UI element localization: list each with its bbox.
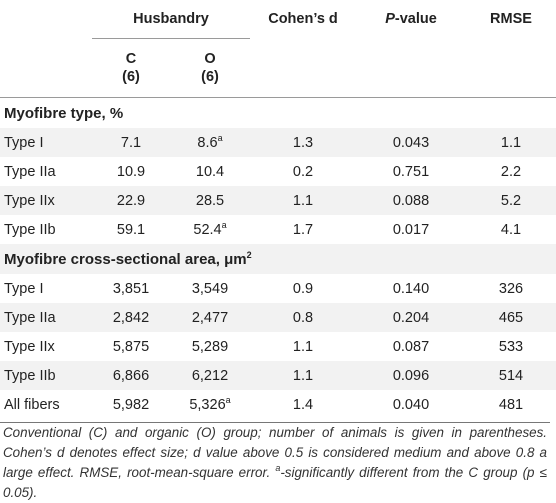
header-cohens-d: Cohen’s d xyxy=(268,11,338,28)
cell-rmse: 2.2 xyxy=(500,163,522,180)
cell-rmse: 481 xyxy=(498,396,524,413)
cell-p: 0.140 xyxy=(392,280,430,297)
cell-rmse: 326 xyxy=(498,280,524,297)
cell-c: 5,982 xyxy=(112,396,150,413)
cell-c: 5,875 xyxy=(112,338,150,355)
cell-o: 3,549 xyxy=(191,280,229,297)
cell-p: 0.040 xyxy=(392,396,430,413)
cell-c: 2,842 xyxy=(92,303,170,332)
cell-c: 6,866 xyxy=(92,361,170,390)
cell-d: 0.8 xyxy=(250,303,356,332)
cell-o: 5,326a xyxy=(189,394,231,413)
cell-c: 22.9 xyxy=(92,186,170,215)
cell-c: 7.1 xyxy=(92,128,170,157)
cell-rmse: 465 xyxy=(466,303,556,332)
table-row: Type I 7.1 8.6a 1.3 0.043 1.1 xyxy=(0,128,556,157)
cell-c: 3,851 xyxy=(112,280,150,297)
cell-rmse: 4.1 xyxy=(500,221,522,238)
table-row: Type IIb 6,866 6,212 1.1 0.096 514 xyxy=(0,361,556,390)
cell-d: 0.9 xyxy=(292,280,314,297)
header-n-o: (6) xyxy=(170,67,250,98)
cell-c: 59.1 xyxy=(116,221,146,238)
header-empty xyxy=(0,0,92,39)
table-row: Type IIx 22.9 28.5 1.1 0.088 5.2 xyxy=(0,186,556,215)
cell-p: 0.043 xyxy=(356,128,466,157)
cell-rmse: 1.1 xyxy=(466,128,556,157)
row-label: Type IIx xyxy=(0,186,92,215)
results-table: Husbandry Cohen’s d P-value RMSE C O (6)… xyxy=(0,0,556,419)
cell-p: 0.017 xyxy=(392,221,430,238)
cell-o: 6,212 xyxy=(170,361,250,390)
row-label: Type IIa xyxy=(4,163,56,180)
cell-d: 1.1 xyxy=(292,338,314,355)
cell-rmse: 514 xyxy=(466,361,556,390)
header-n-c: (6) xyxy=(92,67,170,98)
header-p-value: P-value xyxy=(385,11,437,28)
table-row: Type IIa 2,842 2,477 0.8 0.204 465 xyxy=(0,303,556,332)
section-title: Myofibre type, % xyxy=(0,97,556,128)
row-label: Type I xyxy=(0,128,92,157)
table-row: Type IIx 5,875 5,289 1.1 0.087 533 xyxy=(0,332,556,361)
cell-p: 0.751 xyxy=(392,163,430,180)
header-husbandry: Husbandry xyxy=(133,11,209,27)
cell-rmse: 5.2 xyxy=(466,186,556,215)
row-label: Type I xyxy=(4,280,44,297)
table-row: All fibers 5,982 5,326a 1.4 0.040 481 xyxy=(0,390,556,419)
cell-d: 1.1 xyxy=(250,186,356,215)
cell-o: 52.4a xyxy=(193,219,227,238)
cell-d: 1.4 xyxy=(292,396,314,413)
header-group-c: C xyxy=(125,51,137,67)
cell-d: 1.7 xyxy=(292,221,314,238)
cell-d: 1.3 xyxy=(250,128,356,157)
cell-c: 10.9 xyxy=(116,163,146,180)
cell-p: 0.087 xyxy=(392,338,430,355)
table-footnote: Conventional (C) and organic (O) group; … xyxy=(0,422,550,503)
cell-p: 0.204 xyxy=(356,303,466,332)
row-label: Type IIx xyxy=(4,338,55,355)
cell-o: 10.4 xyxy=(195,163,225,180)
row-label: Type IIb xyxy=(0,361,92,390)
cell-p: 0.096 xyxy=(356,361,466,390)
cell-o: 28.5 xyxy=(170,186,250,215)
cell-p: 0.088 xyxy=(356,186,466,215)
row-label: Type IIa xyxy=(0,303,92,332)
cell-o: 5,289 xyxy=(191,338,229,355)
header-group-o: O xyxy=(204,51,216,67)
cell-rmse: 533 xyxy=(498,338,524,355)
cell-d: 0.2 xyxy=(292,163,314,180)
cell-d: 1.1 xyxy=(250,361,356,390)
cell-o: 8.6a xyxy=(170,128,250,157)
table-row: Type I 3,851 3,549 0.9 0.140 326 xyxy=(0,274,556,303)
row-label: Type IIb xyxy=(4,221,56,238)
row-label: All fibers xyxy=(4,396,60,413)
table-row: Type IIa 10.9 10.4 0.2 0.751 2.2 xyxy=(0,157,556,186)
section-title: Myofibre cross-sectional area, μm2 xyxy=(0,244,556,274)
table-row: Type IIb 59.1 52.4a 1.7 0.017 4.1 xyxy=(0,215,556,244)
cell-o: 2,477 xyxy=(170,303,250,332)
header-rmse: RMSE xyxy=(490,11,532,28)
